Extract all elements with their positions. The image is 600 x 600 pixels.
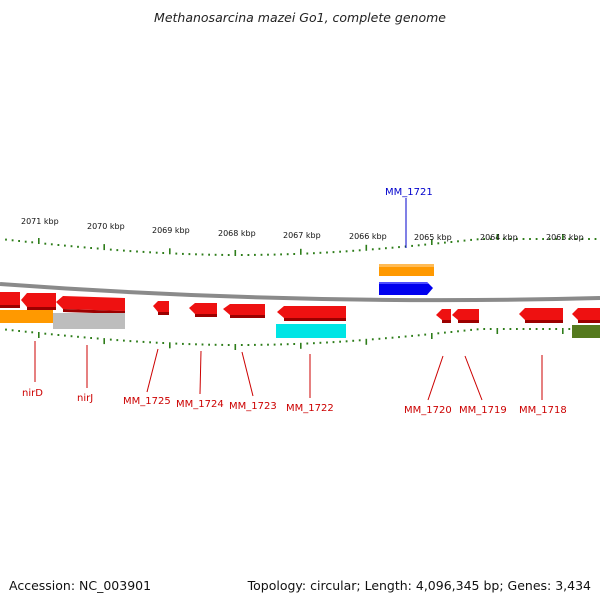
map-title: Methanosarcina mazei Go1, complete genom… xyxy=(154,10,446,25)
gene-nirJ-gray-track[interactable] xyxy=(53,313,125,329)
lower-scale-ticks xyxy=(5,328,597,350)
label-leaders xyxy=(34,341,543,401)
label-mm1723[interactable]: MM_1723 xyxy=(229,401,277,412)
gene-nirD-orange-track[interactable] xyxy=(0,310,53,323)
label-mm1718[interactable]: MM_1718 xyxy=(519,405,567,416)
scale-label-2066: 2066 kbp xyxy=(349,232,387,241)
scale-label-2067: 2067 kbp xyxy=(283,231,321,240)
label-mm1721[interactable]: MM_1721 xyxy=(385,187,433,198)
label-mm1724[interactable]: MM_1724 xyxy=(176,399,224,410)
gene-mm1721-orange-track[interactable] xyxy=(379,264,434,276)
gene-mm1725[interactable] xyxy=(153,301,169,315)
gene-mm1721[interactable] xyxy=(379,282,433,295)
label-mm1719[interactable]: MM_1719 xyxy=(459,405,507,416)
gene-mm1724[interactable] xyxy=(189,303,217,317)
gene-right-edge-olive-track[interactable] xyxy=(572,325,600,338)
gene-mm1719[interactable] xyxy=(452,309,479,323)
map-footer: Accession: NC_003901 Topology: circular;… xyxy=(0,576,600,600)
scale-label-2065: 2065 kbp xyxy=(414,233,452,242)
gene-mm1722[interactable] xyxy=(277,306,346,321)
gene-nirJ[interactable] xyxy=(56,296,125,314)
label-nirD[interactable]: nirD xyxy=(22,388,43,399)
gene-nirD[interactable] xyxy=(21,293,56,310)
scale-label-2068: 2068 kbp xyxy=(218,229,256,238)
gene-left-edge[interactable] xyxy=(0,292,20,308)
scale-label-2064: 2064 kbp xyxy=(480,233,518,242)
gene-mm1722-cyan-track[interactable] xyxy=(276,324,346,338)
scale-label-2069: 2069 kbp xyxy=(152,226,190,235)
genome-summary-text: Topology: circular; Length: 4,096,345 bp… xyxy=(247,578,591,593)
gene-mm1718[interactable] xyxy=(519,308,563,323)
scale-label-2071: 2071 kbp xyxy=(21,217,59,226)
gene-mm1723[interactable] xyxy=(223,304,265,318)
genome-backbone xyxy=(0,282,600,303)
label-mm1722[interactable]: MM_1722 xyxy=(286,403,334,414)
gene-right-edge[interactable] xyxy=(572,308,600,323)
label-mm1725[interactable]: MM_1725 xyxy=(123,396,171,407)
upper-scale-ticks xyxy=(5,234,597,256)
gene-mm1720[interactable] xyxy=(436,309,451,323)
scale-label-2070: 2070 kbp xyxy=(87,222,125,231)
label-nirJ[interactable]: nirJ xyxy=(77,393,93,404)
scale-label-2063: 2063 kbp xyxy=(546,233,584,242)
label-mm1720[interactable]: MM_1720 xyxy=(404,405,452,416)
accession-text: Accession: NC_003901 xyxy=(9,578,152,593)
